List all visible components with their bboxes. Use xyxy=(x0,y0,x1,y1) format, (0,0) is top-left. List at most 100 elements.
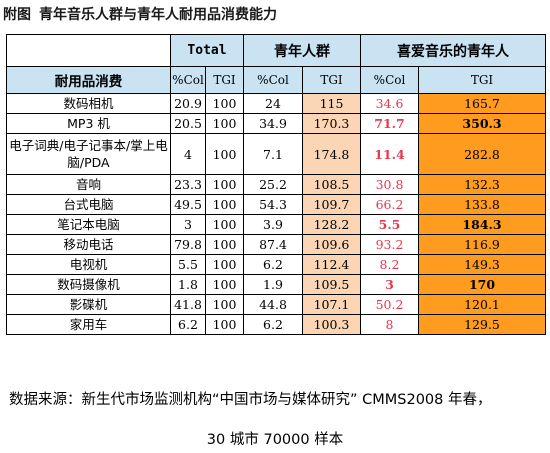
music-tgi-cell: 184.3 xyxy=(418,214,546,235)
youth-tgi-cell: 115 xyxy=(302,93,361,114)
table-row: MP3 机 20.5 100 34.9 170.3 71.7 350.3 xyxy=(6,113,546,134)
youth-tgi-cell: 107.1 xyxy=(302,294,361,315)
group-header-total: Total xyxy=(170,34,244,67)
music-pct-cell: 30.8 xyxy=(360,174,419,195)
sample-note: 30 城市 70000 样本 xyxy=(206,432,344,448)
youth-tgi-cell: 100.3 xyxy=(302,314,361,335)
youth-pct-cell: 1.9 xyxy=(243,274,303,295)
total-tgi-cell: 100 xyxy=(205,194,244,215)
music-tgi-cell: 149.3 xyxy=(418,254,546,275)
source-note: 数据来源：新生代市场监测机构“中国市场与媒体研究” CMMS2008 年春， xyxy=(9,392,492,408)
table-body: 数码相机 20.9 100 24 115 34.6 165.7 MP3 机 20.5 100 34.… xyxy=(6,93,546,335)
figure-title-text: 青年音乐人群与青年人耐用品消费能力 xyxy=(39,7,277,23)
youth-tgi-cell: 170.3 xyxy=(302,113,361,134)
row-label: 电视机 xyxy=(6,254,171,275)
youth-pct-cell: 24 xyxy=(243,93,303,114)
total-tgi-cell: 100 xyxy=(205,274,244,295)
row-header-label: 耐用品消费 xyxy=(6,66,171,94)
youth-pct-cell: 54.3 xyxy=(243,194,303,215)
music-pct-cell: 11.4 xyxy=(360,133,419,175)
music-tgi-cell: 129.5 xyxy=(418,314,546,335)
total-pct-cell: 20.5 xyxy=(170,113,206,134)
music-tgi-cell: 120.1 xyxy=(418,294,546,315)
table-row: 数码摄像机 1.8 100 1.9 109.5 3 170 xyxy=(6,274,546,295)
youth-pct-cell: 34.9 xyxy=(243,113,303,134)
music-tgi-cell: 133.8 xyxy=(418,194,546,215)
total-tgi-cell: 100 xyxy=(205,294,244,315)
table-row: 数码相机 20.9 100 24 115 34.6 165.7 xyxy=(6,93,546,114)
youth-pct-cell: 87.4 xyxy=(243,234,303,255)
table-row: 影碟机 41.8 100 44.8 107.1 50.2 120.1 xyxy=(6,294,546,315)
table-row: 音响 23.3 100 25.2 108.5 30.8 132.3 xyxy=(6,174,546,195)
row-label: 台式电脑 xyxy=(6,194,171,215)
total-pct-cell: 6.2 xyxy=(170,314,206,335)
row-label: 家用车 xyxy=(6,314,171,335)
total-pct-cell: 5.5 xyxy=(170,254,206,275)
music-tgi-cell: 116.9 xyxy=(418,234,546,255)
table-row: 移动电话 79.8 100 87.4 109.6 93.2 116.9 xyxy=(6,234,546,255)
corner-cell xyxy=(6,34,171,67)
figure-label: 附图 xyxy=(3,7,31,23)
youth-tgi-cell: 128.2 xyxy=(302,214,361,235)
music-pct-cell: 93.2 xyxy=(360,234,419,255)
total-pct-cell: 49.5 xyxy=(170,194,206,215)
music-pct-cell: 66.2 xyxy=(360,194,419,215)
total-pct-cell: 3 xyxy=(170,214,206,235)
music-pct-cell: 8.2 xyxy=(360,254,419,275)
music-pct-cell: 34.6 xyxy=(360,93,419,114)
youth-pct-cell: 6.2 xyxy=(243,254,303,275)
row-label: 音响 xyxy=(6,174,171,195)
total-pct-cell: 41.8 xyxy=(170,294,206,315)
figure-title: 附图 青年音乐人群与青年人耐用品消费能力 xyxy=(3,4,277,24)
row-label: MP3 机 xyxy=(6,113,171,134)
youth-tgi-cell: 174.8 xyxy=(302,133,361,175)
table-row: 电视机 5.5 100 6.2 112.4 8.2 149.3 xyxy=(6,254,546,275)
row-label: 数码相机 xyxy=(6,93,171,114)
total-pct-cell: 79.8 xyxy=(170,234,206,255)
group-header-music-youth: 喜爱音乐的青年人 xyxy=(360,34,546,67)
music-pct-cell: 3 xyxy=(360,274,419,295)
music-tgi-cell: 132.3 xyxy=(418,174,546,195)
table-row: 家用车 6.2 100 6.2 100.3 8 129.5 xyxy=(6,314,546,335)
table-row: 电子词典/电子记事本/掌上电脑/PDA 4 100 7.1 174.8 11.4 282.8 xyxy=(6,133,546,175)
subheader-total-tgi: TGI xyxy=(205,66,244,94)
row-label: 影碟机 xyxy=(6,294,171,315)
total-tgi-cell: 100 xyxy=(205,113,244,134)
total-tgi-cell: 100 xyxy=(205,93,244,114)
subheader-music-pct: %Col xyxy=(360,66,419,94)
music-tgi-cell: 282.8 xyxy=(418,133,546,175)
total-tgi-cell: 100 xyxy=(205,314,244,335)
youth-pct-cell: 3.9 xyxy=(243,214,303,235)
music-tgi-cell: 170 xyxy=(418,274,546,295)
total-pct-cell: 1.8 xyxy=(170,274,206,295)
total-tgi-cell: 100 xyxy=(205,214,244,235)
total-tgi-cell: 100 xyxy=(205,234,244,255)
row-label: 数码摄像机 xyxy=(6,274,171,295)
total-pct-cell: 4 xyxy=(170,133,206,175)
music-pct-cell: 71.7 xyxy=(360,113,419,134)
total-tgi-cell: 100 xyxy=(205,254,244,275)
total-tgi-cell: 100 xyxy=(205,133,244,175)
row-label: 笔记本电脑 xyxy=(6,214,171,235)
youth-pct-cell: 25.2 xyxy=(243,174,303,195)
music-tgi-cell: 350.3 xyxy=(418,113,546,134)
subheader-total-pct: %Col xyxy=(170,66,206,94)
music-pct-cell: 50.2 xyxy=(360,294,419,315)
total-pct-cell: 20.9 xyxy=(170,93,206,114)
subheader-music-tgi: TGI xyxy=(418,66,546,94)
music-pct-cell: 5.5 xyxy=(360,214,419,235)
youth-pct-cell: 6.2 xyxy=(243,314,303,335)
music-tgi-cell: 165.7 xyxy=(418,93,546,114)
total-pct-cell: 23.3 xyxy=(170,174,206,195)
subheader-youth-pct: %Col xyxy=(243,66,303,94)
youth-pct-cell: 44.8 xyxy=(243,294,303,315)
total-tgi-cell: 100 xyxy=(205,174,244,195)
row-label: 电子词典/电子记事本/掌上电脑/PDA xyxy=(6,133,171,175)
youth-tgi-cell: 108.5 xyxy=(302,174,361,195)
youth-pct-cell: 7.1 xyxy=(243,133,303,175)
data-table: Total 青年人群 喜爱音乐的青年人 耐用品消费 %Col TGI %Col … xyxy=(6,34,546,335)
table-row: 笔记本电脑 3 100 3.9 128.2 5.5 184.3 xyxy=(6,214,546,235)
row-label: 移动电话 xyxy=(6,234,171,255)
table-row: 台式电脑 49.5 100 54.3 109.7 66.2 133.8 xyxy=(6,194,546,215)
youth-tgi-cell: 109.6 xyxy=(302,234,361,255)
